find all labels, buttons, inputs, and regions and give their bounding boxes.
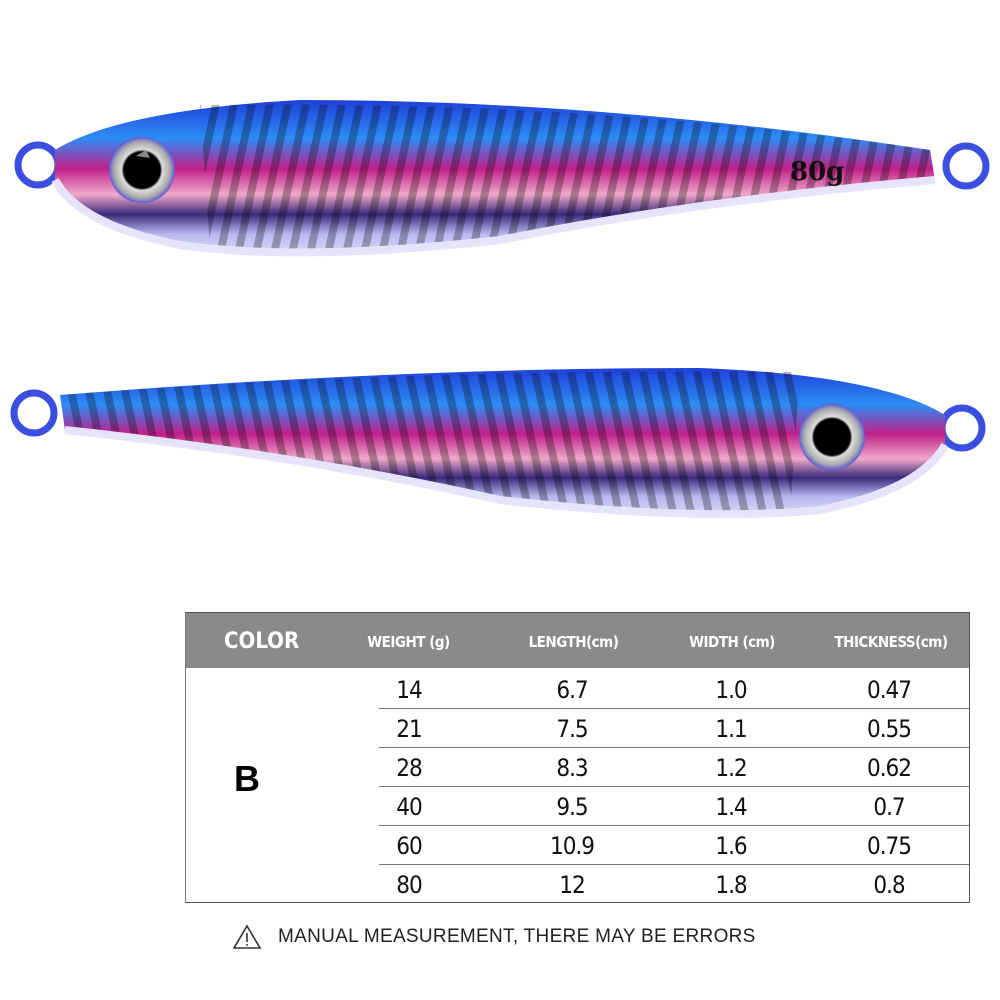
- table-header-left: [186, 613, 216, 668]
- length-cell: 9.5: [556, 793, 588, 821]
- table-row: 60 10.9 1.6 0.75: [379, 825, 969, 865]
- weight-cell: 60: [396, 832, 422, 860]
- measurement-notice: MANUAL MEASUREMENT, THERE MAY BE ERRORS: [232, 924, 756, 950]
- length-cell: 10.9: [549, 832, 595, 860]
- thickness-cell: 0.8: [873, 871, 905, 899]
- split-ring-rear: [10, 389, 58, 437]
- table-row: 14 6.7 1.0 0.47: [379, 669, 969, 709]
- weight-cell: 80: [396, 871, 422, 899]
- length-cell: 12: [559, 871, 585, 899]
- header-color: COLOR: [224, 629, 300, 654]
- header-thickness: THICKNESS(cm): [834, 633, 948, 651]
- warning-triangle-icon: [232, 924, 262, 949]
- width-cell: 1.8: [715, 871, 747, 899]
- thickness-cell: 0.7: [873, 793, 905, 821]
- width-cell: 1.6: [715, 832, 747, 860]
- lure-body: [10, 368, 986, 519]
- thickness-cell: 0.75: [866, 832, 912, 860]
- table-row: 80 12 1.8 0.8: [379, 864, 969, 903]
- fishing-lure-top: 80g: [14, 100, 990, 257]
- weight-cell: 40: [396, 793, 422, 821]
- table-row: 28 8.3 1.2 0.62: [379, 747, 969, 787]
- thickness-cell: 0.62: [866, 754, 912, 782]
- length-cell: 6.7: [556, 676, 588, 704]
- split-ring-front: [14, 141, 62, 189]
- header-length: LENGTH(cm): [528, 633, 619, 651]
- spec-table: COLOR WEIGHT (g) LENGTH(cm) WIDTH (cm) T…: [185, 612, 970, 903]
- lure-eye: [799, 404, 865, 470]
- weight-cell: 21: [396, 715, 422, 743]
- notice-text: MANUAL MEASUREMENT, THERE MAY BE ERRORS: [278, 926, 756, 947]
- split-ring-rear: [942, 142, 990, 190]
- weight-cell: 14: [396, 676, 422, 704]
- width-cell: 1.1: [715, 715, 747, 743]
- color-value: B: [234, 758, 260, 799]
- fishing-lure-bottom: [10, 368, 986, 519]
- table-row: 21 7.5 1.1 0.55: [379, 708, 969, 748]
- thickness-cell: 0.47: [866, 676, 912, 704]
- length-cell: 8.3: [556, 754, 588, 782]
- table-header: [216, 613, 969, 668]
- lure-body: 80g: [14, 100, 990, 257]
- split-ring-front: [938, 404, 986, 452]
- width-cell: 1.0: [715, 676, 747, 704]
- header-width: WIDTH (cm): [689, 633, 775, 651]
- table-row: 40 9.5 1.4 0.7: [379, 786, 969, 826]
- width-cell: 1.4: [715, 793, 747, 821]
- width-cell: 1.2: [715, 754, 747, 782]
- weight-cell: 28: [396, 754, 422, 782]
- thickness-cell: 0.55: [866, 715, 912, 743]
- lure-eye: [109, 137, 175, 203]
- header-weight: WEIGHT (g): [367, 633, 450, 651]
- weight-mark: 80g: [790, 157, 844, 187]
- length-cell: 7.5: [556, 715, 588, 743]
